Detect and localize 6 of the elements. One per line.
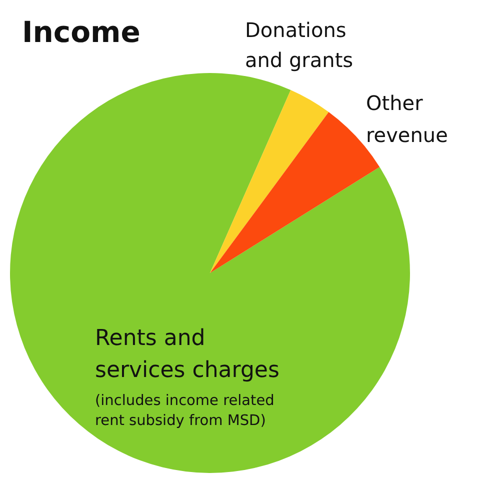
slice-label: Other revenue xyxy=(366,91,448,147)
pie-slice xyxy=(210,90,329,273)
slice-label: Rents and services charges xyxy=(95,326,280,383)
slice-label: Donations and grants xyxy=(245,18,354,72)
text: (includes income related rent subsidy from MSD) xyxy=(95,393,274,429)
chart-title: Income xyxy=(22,15,140,49)
